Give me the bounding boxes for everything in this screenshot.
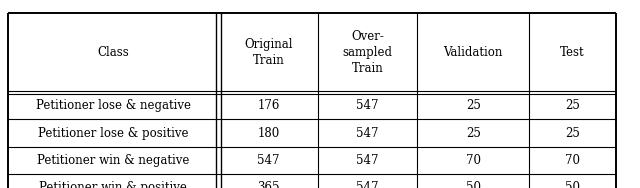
Text: 50: 50	[466, 181, 481, 188]
Text: 547: 547	[356, 154, 379, 167]
Text: 25: 25	[466, 127, 481, 139]
Text: 25: 25	[565, 127, 580, 139]
Text: Petitioner lose & negative: Petitioner lose & negative	[36, 99, 191, 112]
Text: 365: 365	[257, 181, 280, 188]
Text: 176: 176	[257, 99, 280, 112]
Text: 547: 547	[257, 154, 280, 167]
Text: Petitioner lose & positive: Petitioner lose & positive	[38, 127, 189, 139]
Text: 70: 70	[466, 154, 481, 167]
Text: Over-
sampled
Train: Over- sampled Train	[342, 30, 393, 75]
Text: 25: 25	[466, 99, 481, 112]
Text: 547: 547	[356, 127, 379, 139]
Text: 50: 50	[565, 181, 580, 188]
Text: Test: Test	[560, 46, 585, 59]
Text: Original
Train: Original Train	[244, 38, 292, 67]
Text: Petitioner win & positive: Petitioner win & positive	[39, 181, 188, 188]
Text: Validation: Validation	[444, 46, 503, 59]
Text: Petitioner win & negative: Petitioner win & negative	[37, 154, 189, 167]
Text: 547: 547	[356, 99, 379, 112]
Text: 180: 180	[257, 127, 280, 139]
Text: 70: 70	[565, 154, 580, 167]
Text: Class: Class	[97, 46, 129, 59]
Text: 547: 547	[356, 181, 379, 188]
Text: 25: 25	[565, 99, 580, 112]
